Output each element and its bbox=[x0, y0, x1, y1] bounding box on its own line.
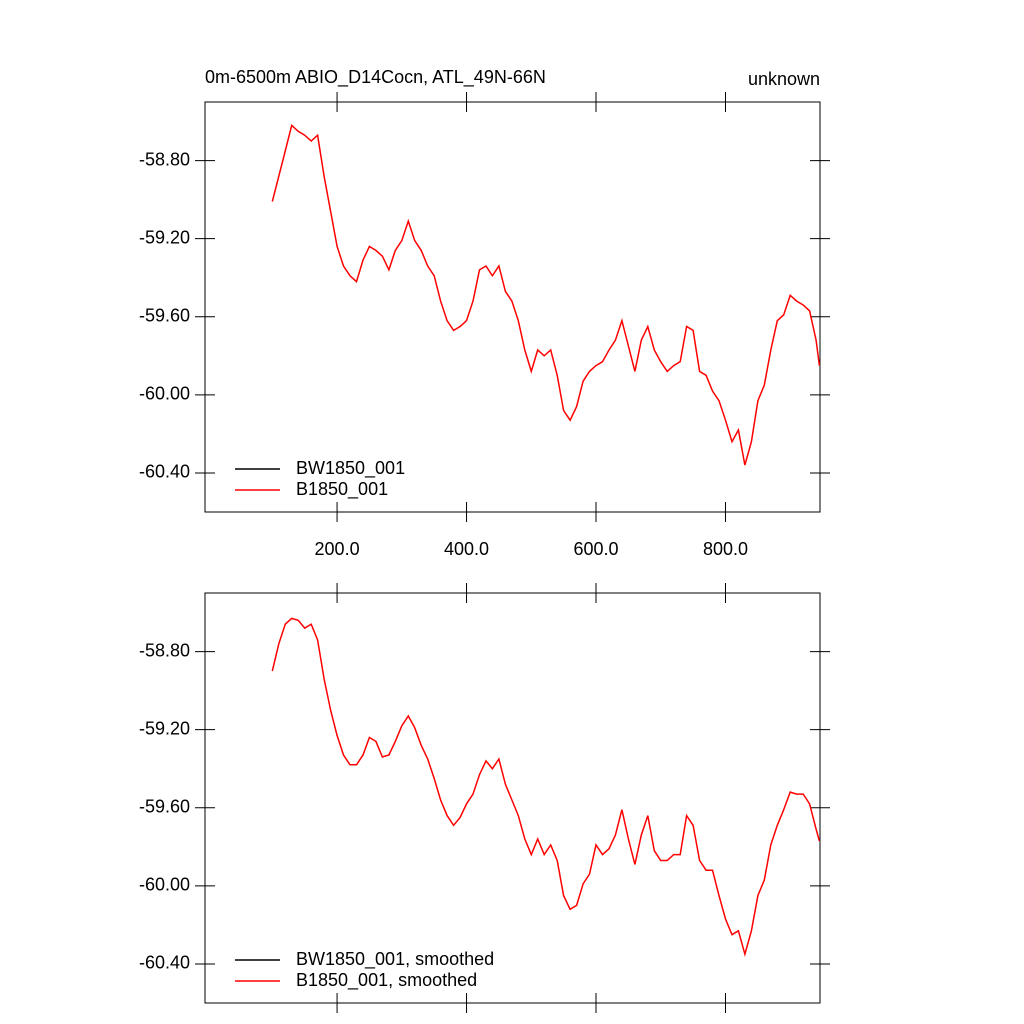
plot-frame bbox=[204, 592, 821, 1004]
y-tick-label: -59.20 bbox=[139, 718, 190, 738]
y-tick-label: -60.00 bbox=[139, 875, 190, 895]
y-tick-label: -59.60 bbox=[139, 797, 190, 817]
x-tick-label: 400.0 bbox=[444, 539, 489, 559]
plot-frame bbox=[204, 101, 821, 513]
chart-subtitle: unknown bbox=[748, 69, 820, 89]
legend-label: B1850_001 bbox=[296, 479, 388, 500]
y-tick-label: -60.40 bbox=[139, 462, 190, 482]
x-tick-label: 600.0 bbox=[573, 539, 618, 559]
legend-label: BW1850_001, smoothed bbox=[296, 949, 494, 970]
y-tick-label: -60.40 bbox=[139, 953, 190, 973]
y-tick-label: -59.20 bbox=[139, 227, 190, 247]
series-line bbox=[271, 124, 821, 466]
y-tick-label: -60.00 bbox=[139, 384, 190, 404]
x-tick-label: 800.0 bbox=[703, 539, 748, 559]
series-line bbox=[271, 617, 821, 958]
y-tick-label: -59.60 bbox=[139, 306, 190, 326]
legend-label: B1850_001, smoothed bbox=[296, 970, 477, 991]
legend-label: BW1850_001 bbox=[296, 458, 405, 479]
x-tick-label: 200.0 bbox=[315, 539, 360, 559]
y-tick-label: -58.80 bbox=[139, 149, 190, 169]
chart-title: 0m-6500m ABIO_D14Cocn, ATL_49N-66N bbox=[205, 67, 546, 88]
y-tick-label: -58.80 bbox=[139, 640, 190, 660]
